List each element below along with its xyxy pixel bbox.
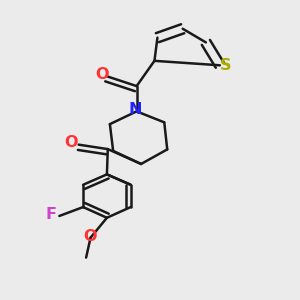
Text: O: O bbox=[96, 67, 109, 82]
Text: F: F bbox=[46, 207, 57, 222]
Text: O: O bbox=[64, 135, 78, 150]
Text: S: S bbox=[219, 58, 231, 74]
Text: N: N bbox=[128, 102, 142, 117]
Text: O: O bbox=[83, 229, 97, 244]
